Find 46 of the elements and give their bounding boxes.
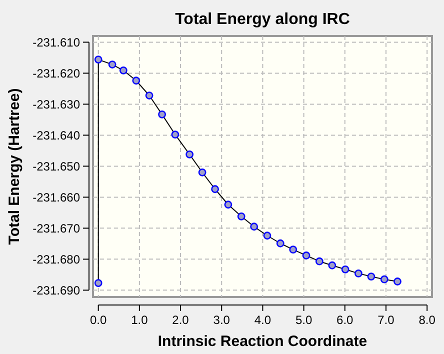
chart-title: Total Energy along IRC bbox=[175, 11, 350, 28]
x-tick-label: 6.0 bbox=[336, 313, 354, 327]
point bbox=[132, 76, 140, 85]
y-tick-label: -231.610 bbox=[32, 35, 80, 50]
y-tick-label: -231.670 bbox=[32, 221, 80, 236]
x-axis-title: Intrinsic Reaction Coordinate bbox=[158, 333, 368, 350]
point bbox=[315, 257, 324, 266]
point bbox=[394, 278, 402, 286]
y-tick-label: -231.640 bbox=[32, 128, 80, 142]
point bbox=[186, 150, 194, 158]
x-tick-label: 1.0 bbox=[131, 313, 148, 327]
point bbox=[94, 56, 102, 64]
x-tick-label: 2.0 bbox=[172, 313, 190, 327]
x-tick-label: 4.0 bbox=[254, 313, 272, 327]
point bbox=[94, 279, 102, 287]
y-tick-label: -231.620 bbox=[32, 66, 80, 80]
y-tick-label: -231.680 bbox=[32, 252, 80, 266]
x-tick-label: 0.0 bbox=[90, 313, 108, 327]
y-tick-label: -231.630 bbox=[32, 97, 80, 112]
point bbox=[108, 60, 116, 68]
point bbox=[380, 275, 388, 284]
x-tick-label: 8.0 bbox=[418, 313, 436, 327]
y-tick-label: -231.690 bbox=[32, 283, 80, 298]
point bbox=[250, 222, 258, 231]
point bbox=[341, 265, 350, 274]
x-tick-label: 5.0 bbox=[295, 313, 312, 327]
y-axis-title: Total Energy (Hartree) bbox=[6, 88, 23, 245]
point bbox=[237, 212, 246, 220]
point bbox=[119, 66, 128, 74]
point bbox=[276, 239, 284, 248]
x-tick-label: 7.0 bbox=[378, 313, 395, 327]
y-tick-label: -231.660 bbox=[32, 190, 80, 204]
point bbox=[145, 92, 154, 100]
point bbox=[367, 272, 376, 280]
point bbox=[158, 110, 166, 118]
point bbox=[171, 130, 180, 139]
point bbox=[198, 168, 206, 176]
point bbox=[302, 252, 310, 260]
point bbox=[328, 261, 336, 270]
x-tick-label: 3.0 bbox=[213, 313, 230, 327]
point bbox=[211, 185, 219, 194]
point bbox=[224, 200, 232, 209]
point bbox=[354, 269, 362, 278]
point bbox=[289, 246, 298, 254]
point bbox=[263, 232, 272, 240]
y-tick-label: -231.650 bbox=[32, 159, 80, 174]
